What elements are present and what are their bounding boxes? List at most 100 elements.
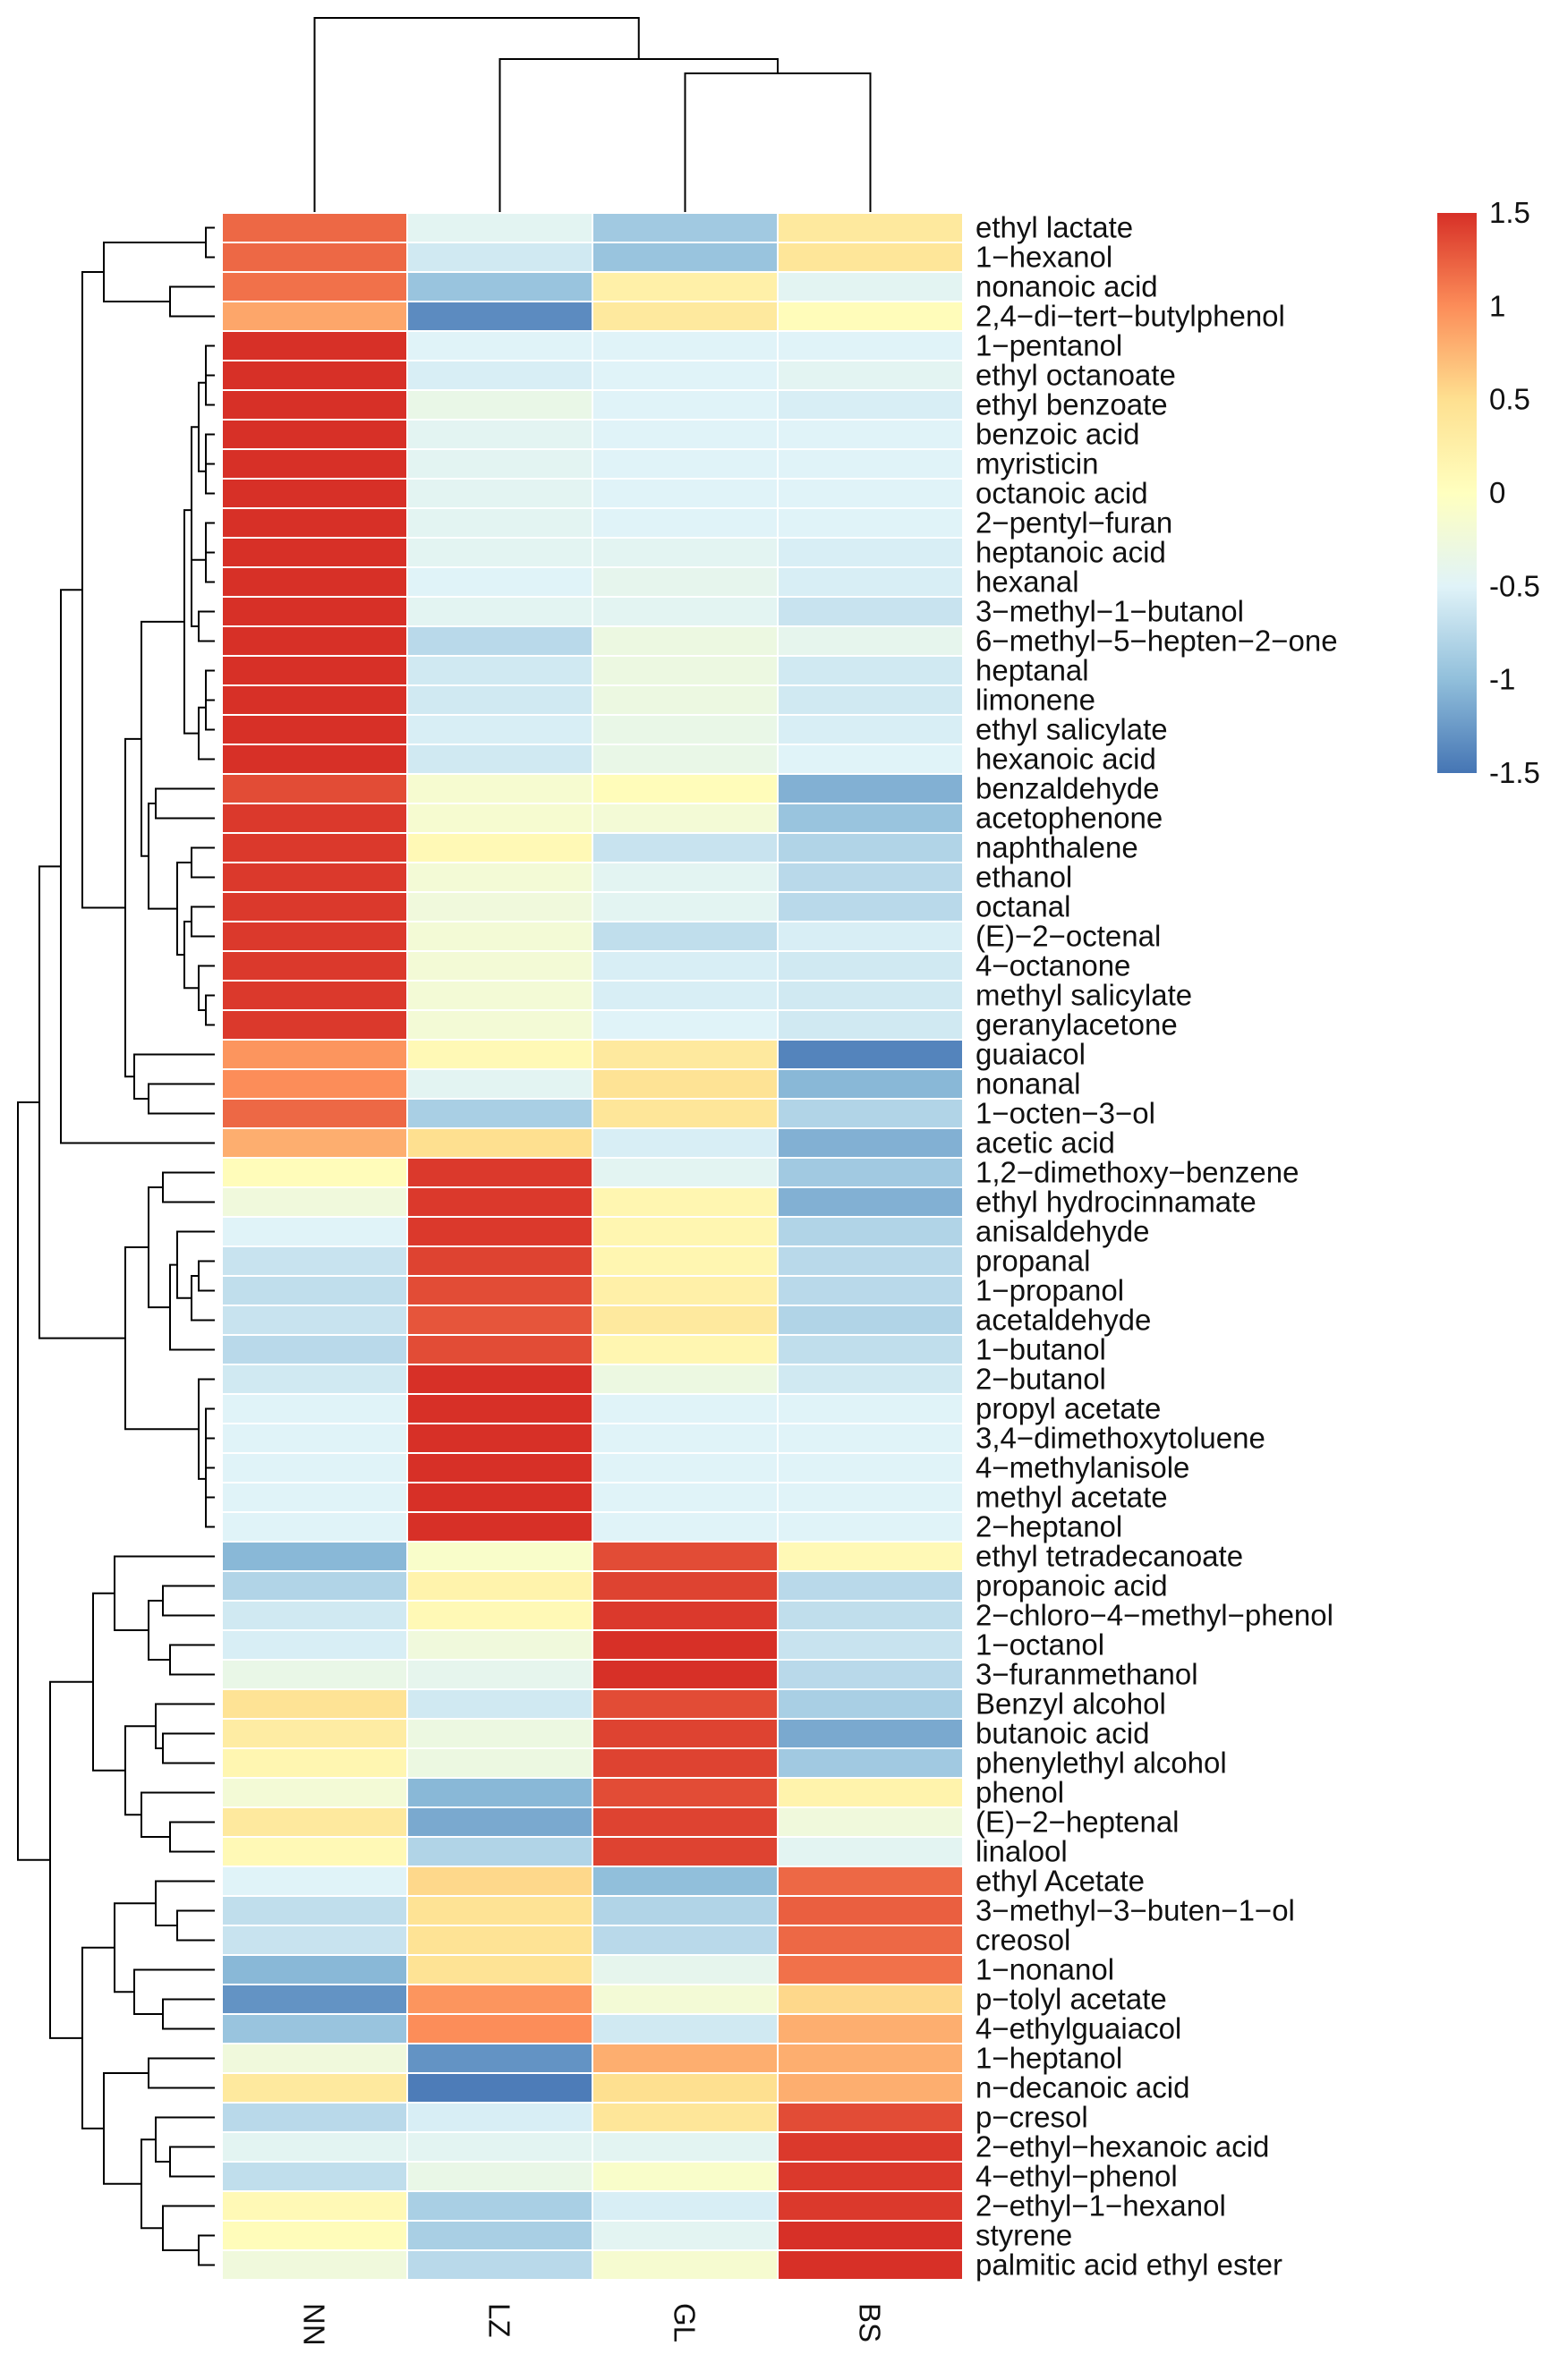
heatmap-cell xyxy=(777,1866,964,1897)
heatmap-cell xyxy=(777,566,964,598)
heatmap-cell xyxy=(592,389,779,421)
heatmap-cell xyxy=(221,2220,408,2251)
heatmap-cell xyxy=(406,360,593,391)
row-dendrogram-branch xyxy=(205,433,215,465)
legend-tick-label: 0 xyxy=(1489,476,1505,509)
heatmap-cell xyxy=(221,1984,408,2015)
heatmap-cell xyxy=(777,1393,964,1424)
heatmap-cell xyxy=(221,1688,408,1720)
heatmap-cell xyxy=(777,1364,964,1395)
row-label: 4−octanone xyxy=(975,949,1130,982)
heatmap-cell xyxy=(592,684,779,716)
heatmap-cell xyxy=(777,2131,964,2163)
heatmap-cell xyxy=(406,1127,593,1159)
row-label: 1−heptanol xyxy=(975,2042,1122,2075)
heatmap-cell xyxy=(592,1305,779,1336)
column-label: BS xyxy=(854,2303,887,2342)
legend-tick-label: -0.5 xyxy=(1489,569,1540,602)
heatmap-cell xyxy=(221,1245,408,1277)
heatmap-cell xyxy=(406,2131,593,2163)
heatmap-cell xyxy=(406,566,593,598)
heatmap-cell xyxy=(406,271,593,302)
row-label: guaiacol xyxy=(975,1038,1086,1071)
row-dendrogram-branch xyxy=(148,803,177,910)
heatmap-cell xyxy=(406,1305,593,1336)
row-label: ethyl tetradecanoate xyxy=(975,1540,1243,1573)
heatmap-cell xyxy=(592,419,779,450)
heatmap-cell xyxy=(592,1393,779,1424)
heatmap-cell xyxy=(406,773,593,804)
row-label: methyl salicylate xyxy=(975,979,1192,1012)
heatmap-cell xyxy=(221,2102,408,2133)
heatmap-cell xyxy=(592,330,779,361)
heatmap-cell xyxy=(777,684,964,716)
heatmap-cell xyxy=(777,1452,964,1483)
row-label: naphthalene xyxy=(975,831,1138,864)
row-label: 2−heptanol xyxy=(975,1510,1122,1543)
legend-tick-label: 0.5 xyxy=(1489,383,1530,416)
heatmap-cell xyxy=(592,1659,779,1690)
row-dendrogram-branch xyxy=(169,2146,215,2178)
heatmap-cell xyxy=(777,419,964,450)
heatmap-cell xyxy=(406,1423,593,1454)
row-dendrogram-branch xyxy=(169,1821,215,1853)
heatmap-cell xyxy=(406,1541,593,1572)
heatmap-cell xyxy=(221,1127,408,1159)
heatmap-cell xyxy=(592,1925,779,1956)
heatmap-cell xyxy=(592,1806,779,1838)
heatmap-cell xyxy=(221,360,408,391)
heatmap-cell xyxy=(777,1216,964,1247)
heatmap-cell xyxy=(777,242,964,273)
row-label: geranylacetone xyxy=(975,1008,1178,1041)
row-label: myristicin xyxy=(975,447,1099,480)
heatmap-cell xyxy=(592,1157,779,1188)
heatmap-cell xyxy=(592,1098,779,1129)
row-label: 6−methyl−5−hepten−2−one xyxy=(975,625,1338,658)
column-labels: NN LZ GL BS xyxy=(298,2303,887,2346)
heatmap-cell xyxy=(592,2161,779,2192)
heatmap-cell xyxy=(777,448,964,480)
heatmap-cell xyxy=(406,1747,593,1779)
heatmap-cell xyxy=(406,1688,593,1720)
heatmap-cell xyxy=(592,2131,779,2163)
heatmap-cell xyxy=(221,1511,408,1543)
row-label: n−decanoic acid xyxy=(975,2071,1189,2104)
heatmap-cell xyxy=(592,625,779,657)
row-label: palmitic acid ethyl ester xyxy=(975,2248,1282,2282)
row-label: acetophenone xyxy=(975,802,1163,835)
row-dendrogram-branch xyxy=(148,2057,215,2089)
heatmap-cell xyxy=(221,921,408,952)
row-dendrogram-branch xyxy=(198,610,215,642)
heatmap-cell xyxy=(406,921,593,952)
column-dendrogram-branch xyxy=(313,17,640,213)
heatmap-cell xyxy=(221,2013,408,2044)
heatmap-cell xyxy=(592,566,779,598)
row-dendrogram-branch xyxy=(92,1592,125,1772)
heatmap-cell xyxy=(592,1364,779,1395)
row-dendrogram-branch xyxy=(191,846,215,879)
row-label: 1−pentanol xyxy=(975,329,1122,362)
row-dendrogram-branch xyxy=(162,1171,215,1203)
heatmap-cell xyxy=(221,1452,408,1483)
heatmap-cell xyxy=(777,2220,964,2251)
row-label: 4−methylanisole xyxy=(975,1451,1189,1484)
heatmap-cell xyxy=(777,1334,964,1365)
heatmap-cell xyxy=(406,2161,593,2192)
row-dendrogram-branch xyxy=(49,1680,93,2039)
heatmap-cell xyxy=(592,1895,779,1926)
row-dendrogram-branch xyxy=(176,1909,215,1942)
heatmap-cell xyxy=(406,389,593,421)
row-label: 3−methyl−3−buten−1−ol xyxy=(975,1894,1295,1927)
heatmap-cell xyxy=(592,1511,779,1543)
row-label: 1,2−dimethoxy−benzene xyxy=(975,1156,1299,1189)
heatmap-cell xyxy=(592,1216,779,1247)
heatmap-cell xyxy=(592,655,779,686)
row-label: heptanoic acid xyxy=(975,536,1166,569)
heatmap-cell xyxy=(406,684,593,716)
heatmap-cell xyxy=(592,1600,779,1631)
row-label: (E)−2−heptenal xyxy=(975,1806,1180,1839)
heatmap-cell xyxy=(406,1039,593,1070)
heatmap-cell xyxy=(592,714,779,745)
heatmap-cell xyxy=(592,1423,779,1454)
